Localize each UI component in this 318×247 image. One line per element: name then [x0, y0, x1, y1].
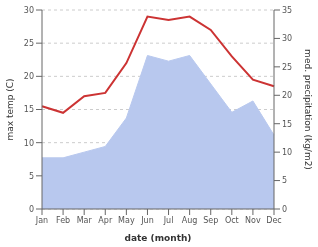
svg-text:35: 35 — [282, 6, 292, 15]
svg-text:Jul: Jul — [163, 216, 174, 225]
svg-text:Jan: Jan — [35, 216, 48, 225]
svg-text:25: 25 — [24, 39, 34, 48]
svg-text:15: 15 — [24, 105, 34, 114]
svg-text:10: 10 — [24, 139, 34, 148]
svg-text:30: 30 — [24, 6, 34, 15]
svg-text:15: 15 — [282, 120, 292, 129]
svg-text:Dec: Dec — [266, 216, 281, 225]
svg-text:Nov: Nov — [245, 216, 261, 225]
svg-text:20: 20 — [24, 72, 34, 81]
svg-text:Oct: Oct — [225, 216, 239, 225]
svg-text:May: May — [118, 216, 135, 225]
svg-text:Mar: Mar — [77, 216, 93, 225]
svg-text:Jun: Jun — [140, 216, 154, 225]
svg-text:med. precipitation (kg/m2): med. precipitation (kg/m2) — [303, 49, 310, 170]
svg-text:25: 25 — [282, 63, 292, 72]
svg-text:Aug: Aug — [182, 216, 198, 225]
svg-text:30: 30 — [282, 34, 292, 43]
svg-text:Sep: Sep — [203, 216, 218, 225]
svg-text:Feb: Feb — [56, 216, 70, 225]
svg-text:5: 5 — [282, 176, 287, 185]
svg-text:0: 0 — [29, 205, 34, 214]
svg-text:0: 0 — [282, 205, 287, 214]
svg-text:5: 5 — [29, 172, 34, 181]
svg-text:20: 20 — [282, 91, 292, 100]
svg-text:Apr: Apr — [98, 216, 113, 225]
svg-text:date (month): date (month) — [125, 233, 192, 243]
svg-text:max temp (C): max temp (C) — [8, 78, 15, 140]
svg-text:10: 10 — [282, 148, 292, 157]
